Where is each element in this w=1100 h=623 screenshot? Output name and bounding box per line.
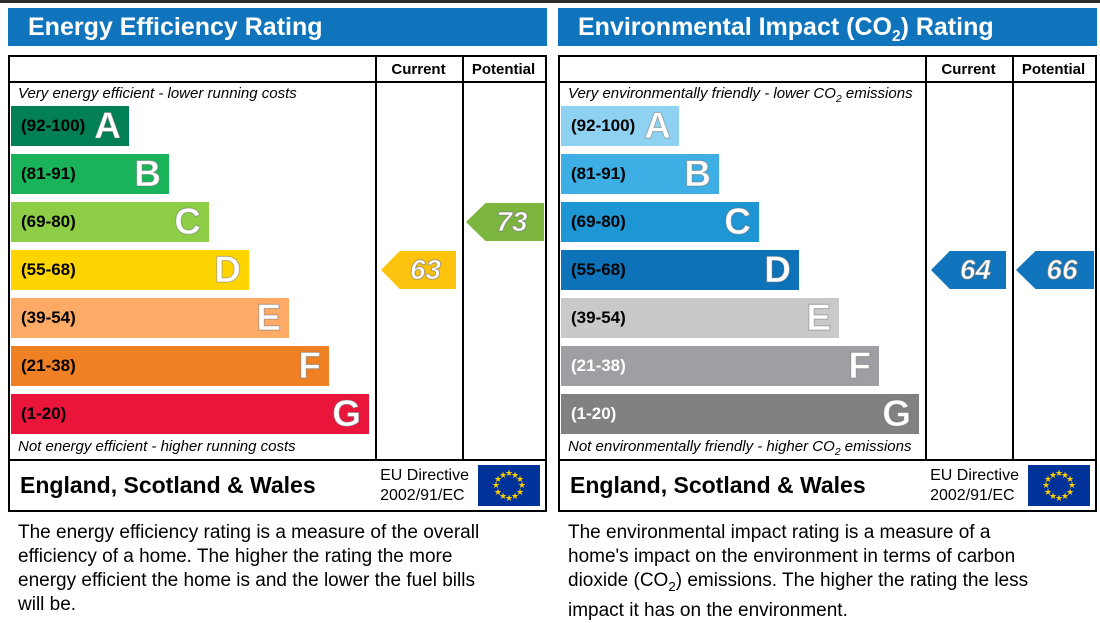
band-row-c: (69-80) C — [11, 202, 369, 242]
band-letter: B — [134, 153, 162, 194]
potential-rating-arrow: 73 — [466, 203, 544, 241]
band-range-label: (55-68) — [21, 260, 76, 279]
band-bar-g: (1-20) G — [561, 394, 919, 434]
eu-directive-label: EU Directive 2002/91/EC — [380, 467, 469, 504]
rating-bands: (92-100) A (81-91) B (69-80) C (55-68) — [11, 106, 369, 442]
current-rating-value: 63 — [409, 254, 442, 286]
band-range-label: (1-20) — [21, 404, 67, 423]
band-bar-e: (39-54) E — [11, 298, 289, 338]
band-letter: E — [806, 297, 832, 338]
band-bar-d: (55-68) D — [561, 250, 799, 290]
current-rating-arrow: 63 — [381, 251, 456, 289]
potential-rating-value: 73 — [496, 206, 528, 238]
band-range-label: (21-38) — [21, 356, 76, 375]
band-letter: B — [684, 153, 712, 194]
band-row-g: (1-20) G — [561, 394, 919, 434]
column-header-current: Current — [941, 61, 996, 78]
band-range-label: (92-100) — [571, 116, 636, 135]
band-row-d: (55-68) D — [561, 250, 919, 290]
band-range-label: (21-38) — [571, 356, 626, 375]
region-label: England, Scotland & Wales — [570, 472, 866, 498]
band-row-e: (39-54) E — [11, 298, 369, 338]
band-row-c: (69-80) C — [561, 202, 919, 242]
band-range-label: (81-91) — [21, 164, 76, 183]
band-bar-a: (92-100) A — [11, 106, 129, 146]
band-row-e: (39-54) E — [561, 298, 919, 338]
band-range-label: (81-91) — [571, 164, 626, 183]
eu-directive-label: EU Directive 2002/91/EC — [930, 467, 1019, 504]
bottom-note: Not environmentally friendly - higher CO… — [568, 438, 912, 458]
band-bar-d: (55-68) D — [11, 250, 249, 290]
column-divider — [925, 57, 927, 459]
band-row-f: (21-38) F — [561, 346, 919, 386]
band-row-a: (92-100) A — [11, 106, 369, 146]
band-bar-b: (81-91) B — [561, 154, 719, 194]
energy-rating-description: The energy efficiency rating is a measur… — [18, 522, 480, 615]
band-range-label: (69-80) — [21, 212, 76, 231]
chart-footer: England, Scotland & Wales EU Directive 2… — [558, 459, 1097, 512]
band-bar-e: (39-54) E — [561, 298, 839, 338]
band-letter: C — [174, 201, 202, 242]
band-bar-f: (21-38) F — [11, 346, 329, 386]
top-border-line — [0, 0, 1100, 3]
band-letter: G — [332, 393, 362, 434]
band-row-a: (92-100) A — [561, 106, 919, 146]
energy-rating-table: Current Potential Very energy efficient … — [8, 55, 547, 461]
column-divider — [1012, 57, 1014, 459]
chart-footer: England, Scotland & Wales EU Directive 2… — [8, 459, 547, 512]
bottom-note: Not energy efficient - higher running co… — [18, 438, 296, 455]
energy-efficiency-panel: Energy Efficiency Rating Current Potenti… — [8, 0, 547, 616]
band-bar-a: (92-100) A — [561, 106, 679, 146]
band-row-f: (21-38) F — [11, 346, 369, 386]
band-range-label: (92-100) — [21, 116, 86, 135]
column-header-potential: Potential — [1021, 61, 1086, 78]
band-range-label: (1-20) — [571, 404, 617, 423]
band-range-label: (55-68) — [571, 260, 626, 279]
band-letter: F — [848, 345, 872, 386]
column-divider — [375, 57, 377, 459]
current-rating-arrow: 64 — [931, 251, 1006, 289]
current-rating-value: 64 — [959, 254, 992, 286]
rating-bands: (92-100) A (81-91) B (69-80) C (55-68) — [561, 106, 919, 442]
eu-flag-icon: ★ ★ ★ ★ ★ ★ ★ ★ ★ ★ ★ ★ — [1028, 465, 1090, 506]
band-letter: C — [724, 201, 752, 242]
column-divider — [462, 57, 464, 459]
band-letter: D — [764, 249, 792, 290]
band-letter: D — [214, 249, 242, 290]
environmental-impact-panel: Environmental Impact (CO2) Rating Curren… — [558, 0, 1097, 621]
column-header-current: Current — [391, 61, 446, 78]
band-letter: G — [882, 393, 912, 434]
top-note: Very energy efficient - lower running co… — [18, 85, 297, 102]
table-header-row: Current Potential — [560, 57, 1095, 83]
potential-rating-value: 66 — [1046, 254, 1078, 286]
band-letter: A — [644, 105, 672, 146]
band-range-label: (69-80) — [571, 212, 626, 231]
band-bar-g: (1-20) G — [11, 394, 369, 434]
band-row-b: (81-91) B — [561, 154, 919, 194]
band-range-label: (39-54) — [571, 308, 626, 327]
band-bar-b: (81-91) B — [11, 154, 169, 194]
band-bar-c: (69-80) C — [561, 202, 759, 242]
band-row-g: (1-20) G — [11, 394, 369, 434]
band-letter: E — [256, 297, 282, 338]
band-letter: A — [94, 105, 122, 146]
top-note: Very environmentally friendly - lower CO… — [568, 85, 913, 105]
environmental-impact-title: Environmental Impact (CO2) Rating — [558, 8, 1097, 46]
eu-flag-icon: ★ ★ ★ ★ ★ ★ ★ ★ ★ ★ ★ ★ — [478, 465, 540, 506]
column-header-potential: Potential — [471, 61, 536, 78]
table-header-row: Current Potential — [10, 57, 545, 83]
energy-efficiency-title: Energy Efficiency Rating — [8, 8, 547, 46]
band-range-label: (39-54) — [21, 308, 76, 327]
co2-rating-description: The environmental impact rating is a mea… — [568, 522, 1029, 621]
band-letter: F — [298, 345, 322, 386]
band-bar-c: (69-80) C — [11, 202, 209, 242]
co2-rating-table: Current Potential Very environmentally f… — [558, 55, 1097, 461]
band-bar-f: (21-38) F — [561, 346, 879, 386]
region-label: England, Scotland & Wales — [20, 472, 316, 498]
band-row-d: (55-68) D — [11, 250, 369, 290]
potential-rating-arrow: 66 — [1016, 251, 1094, 289]
band-row-b: (81-91) B — [11, 154, 369, 194]
